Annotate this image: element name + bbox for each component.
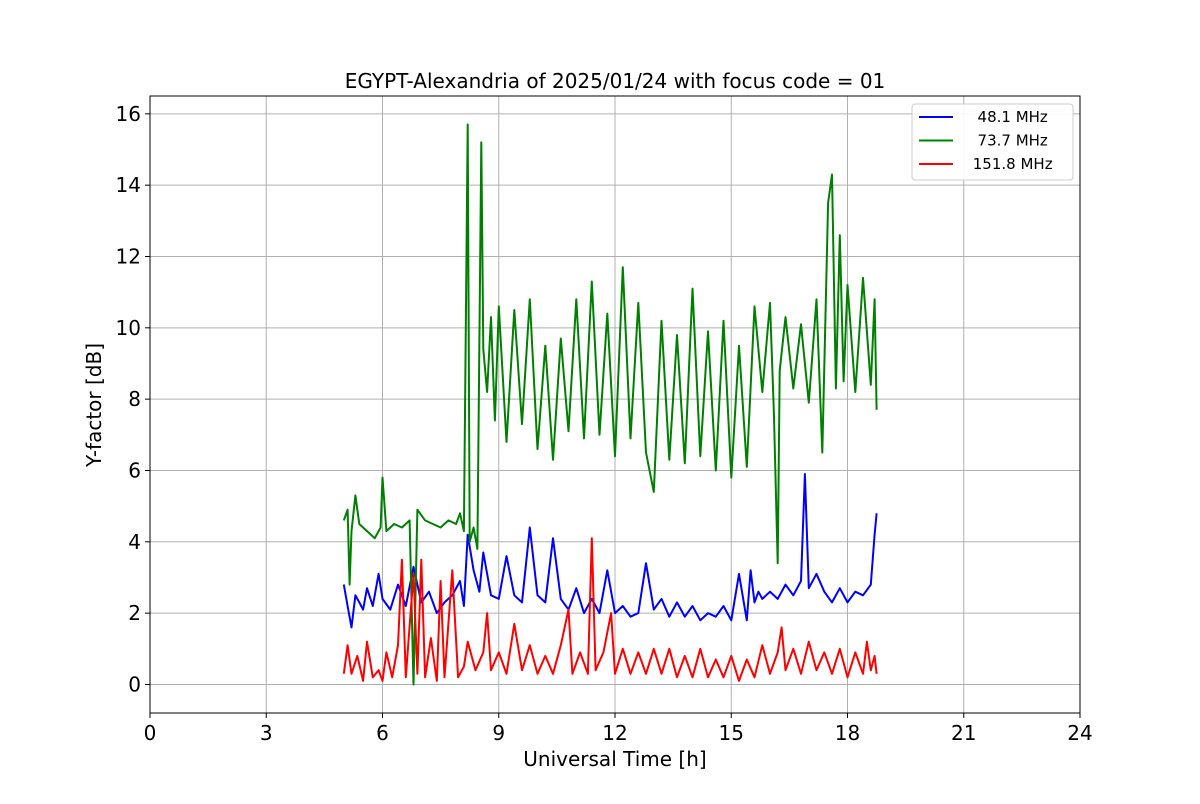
series-line-2: [342, 123, 878, 686]
x-axis-label: Universal Time [h]: [523, 747, 706, 771]
y-tick-label: 6: [128, 458, 141, 482]
series-line-3: [342, 537, 878, 682]
x-tick-label: 0: [144, 721, 157, 745]
series-line-1: [342, 473, 878, 629]
y-tick-label: 12: [116, 244, 141, 268]
y-tick-label: 2: [128, 601, 141, 625]
legend-box: [911, 103, 1074, 181]
legend-label: 73.7 MHz: [968, 132, 1048, 150]
y-axis-label: Y-factor [dB]: [82, 343, 106, 468]
y-tick-label: 14: [116, 173, 141, 197]
y-tick-label: 10: [116, 316, 141, 340]
series-lines: [342, 123, 878, 686]
legend-label: 151.8 MHz: [968, 155, 1053, 173]
x-tick-label: 9: [492, 721, 505, 745]
x-tick-label: 21: [951, 721, 976, 745]
x-tick-label: 24: [1067, 721, 1092, 745]
x-tick-label: 3: [260, 721, 273, 745]
y-tick-label: 16: [116, 102, 141, 126]
x-tick-label: 12: [602, 721, 627, 745]
y-tick-label: 8: [128, 387, 141, 411]
legend-label: 48.1 MHz: [968, 108, 1048, 126]
legend: 48.1 MHz 73.7 MHz 151.8 MHz: [911, 103, 1074, 181]
x-tick-label: 6: [376, 721, 389, 745]
x-tick-label: 18: [835, 721, 860, 745]
x-tick-label: 15: [719, 721, 744, 745]
y-tick-label: 0: [128, 672, 141, 696]
chart-title: EGYPT-Alexandria of 2025/01/24 with focu…: [345, 69, 886, 93]
y-tick-label: 4: [128, 530, 141, 554]
